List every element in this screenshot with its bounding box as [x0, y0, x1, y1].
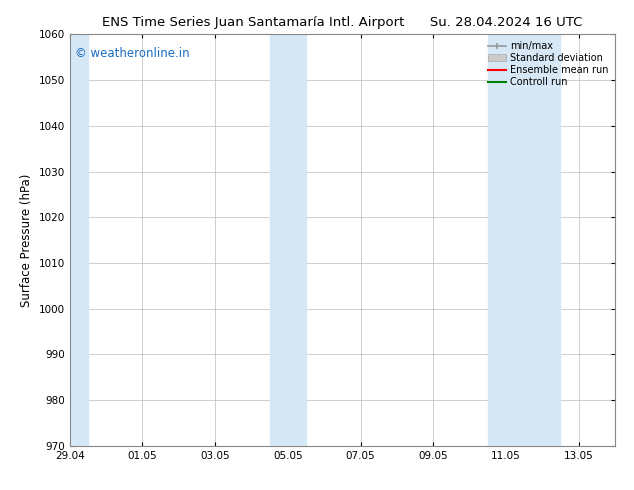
Title: ENS Time Series Juan Santamaría Intl. Airport      Su. 28.04.2024 16 UTC: ENS Time Series Juan Santamaría Intl. Ai…	[102, 16, 583, 29]
Bar	[488, 34, 560, 446]
Bar	[51, 34, 88, 446]
Bar	[269, 34, 306, 446]
Text: © weatheronline.in: © weatheronline.in	[75, 47, 190, 60]
Y-axis label: Surface Pressure (hPa): Surface Pressure (hPa)	[20, 173, 33, 307]
Legend: min/max, Standard deviation, Ensemble mean run, Controll run: min/max, Standard deviation, Ensemble me…	[486, 39, 610, 89]
